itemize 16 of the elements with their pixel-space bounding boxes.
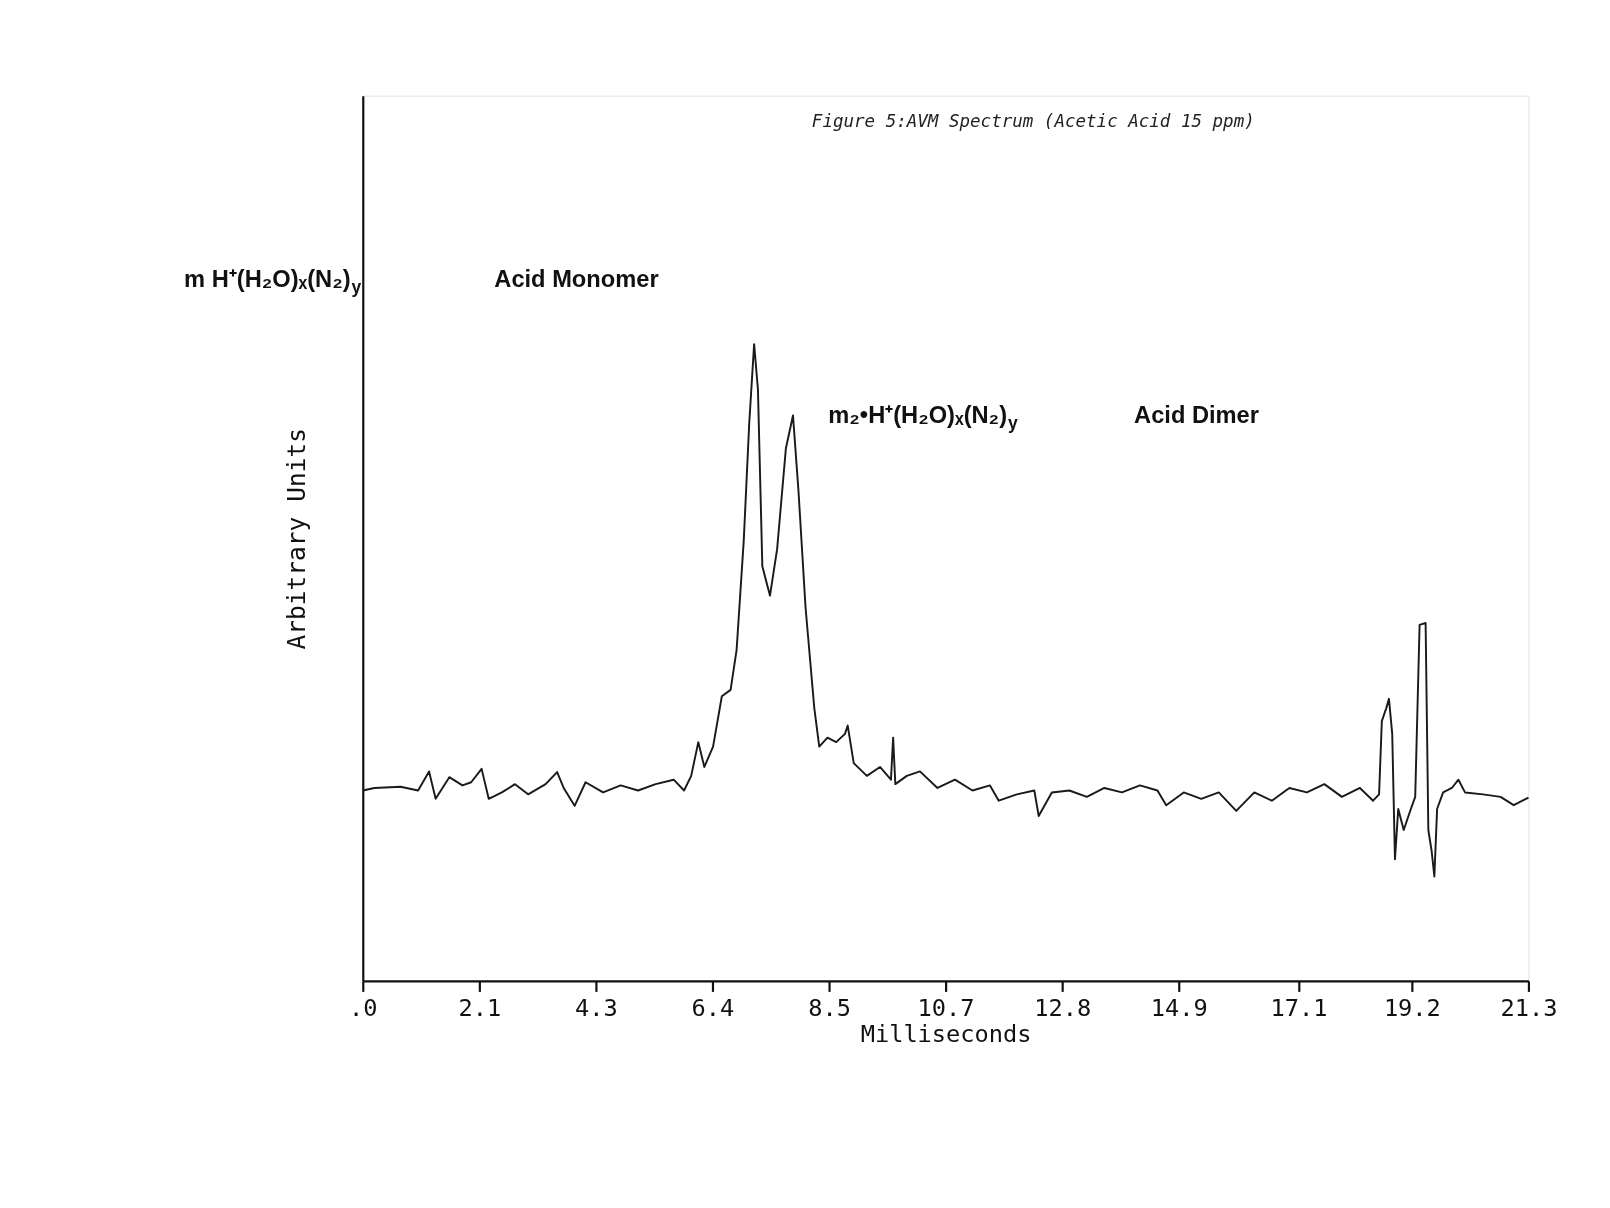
x-axis-title: Milliseconds xyxy=(860,1019,1032,1048)
x-tick-label: .0 xyxy=(349,993,378,1022)
x-tick-label: 19.2 xyxy=(1383,993,1441,1022)
x-tick-label: 17.1 xyxy=(1270,993,1328,1022)
x-tick-label: 4.3 xyxy=(575,993,618,1022)
x-tick-label: 2.1 xyxy=(458,993,502,1022)
x-tick-label: 12.8 xyxy=(1034,993,1092,1022)
x-tick-label: 21.3 xyxy=(1500,993,1558,1022)
text: Acid Monomer xyxy=(494,265,659,292)
annotation: Acid Dimer xyxy=(1134,401,1259,428)
x-tick-label: 14.9 xyxy=(1150,993,1208,1022)
y-axis-title: Arbitrary Units xyxy=(282,428,312,650)
chart-title: Figure 5:AVM Spectrum (Acetic Acid 15 ppm) xyxy=(811,111,1255,132)
x-tick-label: 10.7 xyxy=(917,993,975,1022)
x-tick-label: 6.4 xyxy=(691,993,735,1022)
x-tick-label: 8.5 xyxy=(808,993,851,1022)
